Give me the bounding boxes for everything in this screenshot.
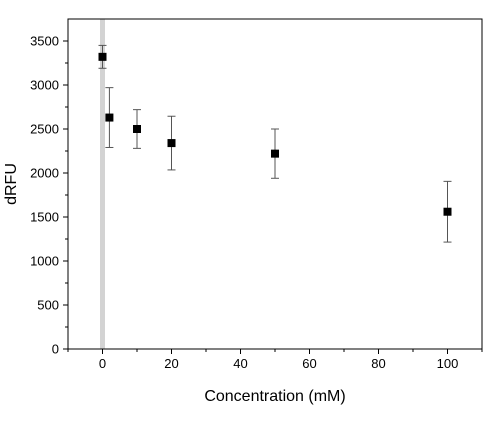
y-tick-label: 500	[37, 298, 59, 313]
highlight-band-layer	[100, 19, 105, 349]
y-tick-label: 1000	[30, 254, 59, 269]
data-point-marker	[443, 207, 452, 216]
y-tick-label: 0	[52, 342, 59, 357]
plot-frame	[67, 18, 483, 350]
highlight-band	[100, 19, 105, 349]
data-point-marker	[271, 149, 279, 158]
y-axis-title: dRFU	[3, 163, 20, 205]
x-tick-label: 80	[371, 356, 385, 371]
y-tick-label: 1500	[30, 210, 59, 225]
y-tick-label: 2500	[30, 122, 59, 137]
y-tick-label: 2000	[30, 166, 59, 181]
data-layer	[98, 44, 452, 243]
data-point-marker	[98, 52, 107, 61]
x-tick-label: 60	[302, 356, 316, 371]
x-tick-label: 100	[437, 356, 459, 371]
data-point-marker	[167, 139, 176, 148]
y-tick-label: 3000	[30, 78, 59, 93]
x-tick-label: 20	[164, 356, 178, 371]
data-point-marker	[105, 113, 114, 122]
y-tick-label: 3500	[30, 34, 59, 49]
x-tick-label: 40	[233, 356, 247, 371]
data-point-marker	[133, 125, 141, 133]
x-tick-label: 0	[99, 356, 106, 371]
x-axis-title: Concentration (mM)	[204, 388, 345, 405]
